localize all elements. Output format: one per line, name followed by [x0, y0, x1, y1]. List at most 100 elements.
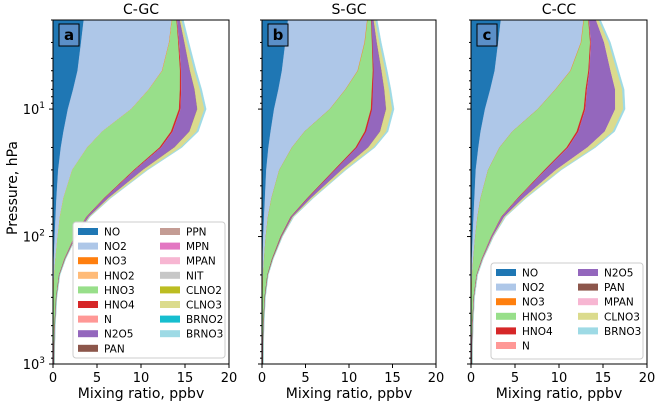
legend-label: N [104, 314, 112, 326]
legend-swatch [578, 283, 598, 291]
legend-label: HNO2 [104, 270, 135, 282]
legend-swatch [496, 327, 516, 335]
area-brno3 [54, 20, 207, 364]
legend-item-brno2: BRNO2 [160, 314, 223, 326]
legend-item-brno3: BRNO3 [578, 326, 641, 338]
legend-label: HNO4 [104, 300, 135, 312]
legend-label: MPAN [186, 256, 216, 268]
area-brno3 [472, 20, 626, 364]
legend-swatch [160, 315, 180, 323]
legend-label: NO3 [522, 297, 545, 309]
x-tick-label: 15 [177, 371, 194, 386]
legend-item-nit: NIT [160, 270, 204, 282]
legend-item-n: N [496, 341, 530, 353]
legend-swatch [78, 242, 98, 250]
x-tick-label: 10 [551, 371, 568, 386]
panel-b: S-GC 0 5 10 15 20 b Mixing ratio, ppbv [258, 2, 444, 402]
legend-item-n2o5: N2O5 [78, 329, 133, 341]
legend-label: MPAN [604, 297, 634, 309]
legend-item-pan: PAN [78, 343, 125, 355]
legend-item-mpan: MPAN [578, 297, 634, 309]
legend-label: CLNO3 [604, 311, 640, 323]
x-tick-label: 20 [221, 371, 238, 386]
x-tick-label: 5 [511, 371, 519, 386]
y-tick-label: 102 [23, 229, 45, 246]
legend-label: MPN [186, 241, 209, 253]
legend-item-mpn: MPN [160, 241, 209, 253]
x-tick-label: 5 [301, 371, 309, 386]
x-tick-label: 20 [639, 371, 656, 386]
legend-item-hno3: HNO3 [496, 311, 553, 323]
legend-label: N2O5 [604, 268, 633, 280]
legend-swatch [496, 269, 516, 276]
panel-c-title: C-CC [542, 2, 577, 18]
panel-a-xlabel: Mixing ratio, ppbv [78, 386, 204, 402]
legend-swatch [496, 312, 516, 320]
x-tick-label: 0 [467, 371, 475, 386]
legend-item-ppn: PPN [160, 227, 207, 239]
panel-c: C-CC 0 5 10 15 20 c NO NO2 NO3 HNO3 HNO4 N N2O5 PAN MP… [467, 2, 655, 402]
legend-swatch [496, 283, 516, 291]
legend-item-clno3: CLNO3 [578, 311, 640, 323]
legend-label: NO2 [104, 241, 127, 253]
legend-swatch [160, 330, 180, 338]
x-tick-label: 0 [49, 371, 57, 386]
legend-label: NO3 [104, 256, 127, 268]
legend-label: NO [104, 227, 120, 239]
legend-label: N2O5 [104, 329, 133, 341]
panel-a-plot-area: 0 5 10 15 20101102103aNONO2NO3HNO2HNO3HNO4NN… [23, 19, 238, 386]
panel-letter: a [64, 26, 74, 44]
legend-item-n: N [78, 314, 112, 326]
legend-swatch [160, 228, 180, 235]
legend-item-clno3: CLNO3 [160, 300, 222, 312]
panel-letter-badge: a [58, 23, 80, 47]
panel-b-title: S-GC [331, 2, 366, 18]
x-tick-label: 20 [428, 371, 445, 386]
legend-item-no3: NO3 [496, 297, 545, 309]
legend-swatch [496, 342, 516, 349]
panel-letter: b [273, 26, 284, 44]
legend-swatch [160, 301, 180, 308]
legend-swatch [78, 301, 98, 308]
legend-swatch [578, 298, 598, 306]
legend-item-no2: NO2 [496, 282, 545, 294]
legend-item-no: NO [78, 227, 120, 239]
panel-c-xlabel: Mixing ratio, ppbv [496, 386, 622, 402]
legend-label: BRNO2 [186, 314, 223, 326]
panel-b-xlabel: Mixing ratio, ppbv [286, 386, 412, 402]
legend-swatch [78, 330, 98, 338]
legend-swatch [78, 228, 98, 235]
legend-item-hno4: HNO4 [496, 326, 553, 338]
legend-swatch [160, 286, 180, 294]
y-tick-label: 103 [23, 356, 45, 373]
x-tick-label: 0 [258, 371, 266, 386]
panel-a: C-GC 0 5 10 15 20 101 102 103 a NO NO2 NO3 HNO2 HNO3 H… [23, 2, 238, 402]
x-tick-label: 10 [133, 371, 150, 386]
legend-label: N [522, 341, 530, 353]
legend: NO NO2 NO3 HNO2 HNO3 HNO4 N N2O5 PAN PPN MPN MPAN NI… [72, 221, 226, 359]
legend-label: CLNO3 [186, 300, 222, 312]
legend-label: PAN [604, 282, 625, 294]
legend-swatch [578, 269, 598, 276]
x-tick-label: 5 [93, 371, 101, 386]
legend-item-hno2: HNO2 [78, 270, 135, 282]
legend-label: HNO4 [522, 326, 553, 338]
legend: NO NO2 NO3 HNO3 HNO4 N N2O5 PAN MPAN CLNO3 BRNO3 [490, 262, 644, 360]
legend-label: HNO3 [104, 285, 135, 297]
y-axis-label: Pressure, hPa [5, 141, 21, 235]
legend-item-clno2: CLNO2 [160, 285, 222, 297]
legend-swatch [578, 327, 598, 335]
legend-label: PPN [186, 227, 207, 239]
legend-item-brno3: BRNO3 [160, 329, 223, 341]
legend-item-no: NO [496, 268, 538, 280]
legend-label: BRNO3 [604, 326, 641, 338]
x-tick-label: 15 [384, 371, 401, 386]
panel-b-plot-area: 0 5 10 15 20 b [258, 19, 445, 386]
legend-label: NO2 [522, 282, 545, 294]
legend-item-hno3: HNO3 [78, 285, 135, 297]
y-tick-label: 101 [23, 101, 45, 118]
area-brno3 [263, 20, 395, 364]
legend-label: NO [522, 268, 538, 280]
legend-swatch [78, 271, 98, 279]
